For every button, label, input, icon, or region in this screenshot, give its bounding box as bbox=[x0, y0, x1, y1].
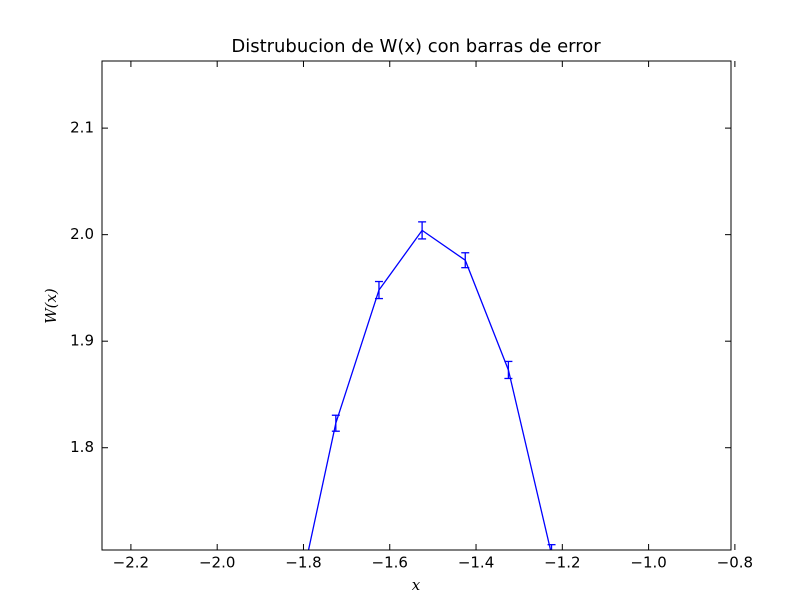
x-axis-label: x bbox=[412, 576, 421, 594]
x-tick-label: −2.2 bbox=[113, 554, 149, 572]
y-axis-label: W(x) bbox=[42, 288, 60, 324]
chart-title: Distrubucion de W(x) con barras de error bbox=[231, 36, 601, 57]
x-tick-label: −0.8 bbox=[717, 554, 753, 572]
x-tick-label: −1.4 bbox=[458, 554, 494, 572]
y-tick-label: 2.0 bbox=[70, 225, 94, 243]
error-bar bbox=[547, 544, 556, 550]
x-tick-label: −2.0 bbox=[199, 554, 235, 572]
error-bar bbox=[461, 252, 470, 269]
error-bar bbox=[418, 221, 427, 240]
y-tick-label: 2.1 bbox=[70, 119, 94, 137]
error-bar bbox=[331, 414, 340, 432]
x-tick-label: −1.6 bbox=[372, 554, 408, 572]
x-tick-label: −1.2 bbox=[544, 554, 580, 572]
x-tick-label: −1.0 bbox=[630, 554, 666, 572]
axes-frame bbox=[101, 60, 732, 551]
x-tick-label: −1.8 bbox=[285, 554, 321, 572]
y-tick-label: 1.9 bbox=[70, 332, 94, 350]
y-tick-label: 1.8 bbox=[70, 438, 94, 456]
plot-area bbox=[307, 221, 556, 550]
error-bar bbox=[374, 280, 383, 300]
error-bar bbox=[504, 360, 513, 380]
